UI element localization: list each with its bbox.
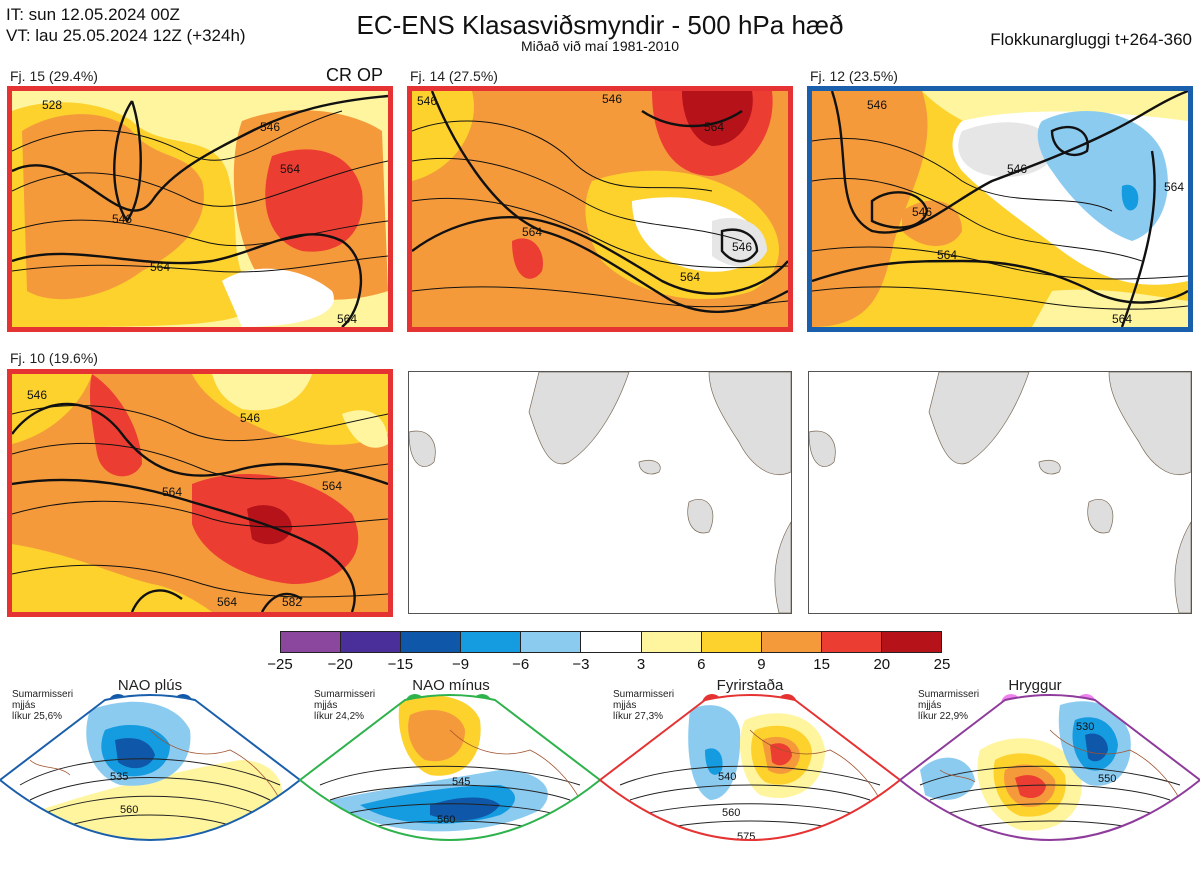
- contour-label: 564: [217, 595, 237, 609]
- contour-label: 546: [417, 94, 437, 108]
- contour-label: 546: [260, 120, 280, 134]
- colorbar-tick-label: −9: [451, 656, 470, 673]
- contour-label: 564: [150, 260, 170, 274]
- contour-label: 546: [602, 92, 622, 106]
- empty-map-2: [808, 371, 1192, 614]
- regime-map-blocking: 540 560 575: [600, 695, 900, 843]
- valid-time: VT: lau 25.05.2024 12Z (+324h): [6, 26, 246, 45]
- page-subtitle: Miðað við maí 1981-2010: [521, 38, 679, 54]
- page-title: EC-ENS Klasasviðsmyndir - 500 hPa hæð: [356, 10, 844, 40]
- cluster-label-4: Fj. 10 (19.6%): [10, 350, 98, 366]
- cluster-label-1: Fj. 15 (29.4%): [10, 68, 98, 84]
- regime-note-nao-minus: Sumarmisseri mjjás líkur 24,2%: [314, 689, 376, 722]
- contour-label: 528: [42, 98, 62, 112]
- contour-label: 546: [912, 205, 932, 219]
- contour-label: 560: [120, 804, 138, 816]
- colorbar-segment: [461, 632, 522, 652]
- colorbar-segment: [581, 632, 642, 652]
- colorbar-segment: [341, 632, 402, 652]
- cluster-map-2: 546 564 564 546 546 564: [407, 86, 793, 332]
- colorbar-tick-label: −15: [387, 656, 414, 673]
- colorbar-segment: [821, 632, 882, 652]
- cluster-label-2: Fj. 14 (27.5%): [410, 68, 498, 84]
- anomaly-colorbar: [280, 631, 942, 653]
- colorbar-segment: [761, 632, 822, 652]
- cluster-map-1: 528 546 564 546 564 564: [7, 86, 393, 332]
- init-time: IT: sun 12.05.2024 00Z: [6, 5, 180, 24]
- colorbar-segment: [881, 632, 942, 652]
- colorbar-tick-label: 20: [873, 656, 891, 673]
- classification-window: Flokkunargluggi t+264-360: [990, 30, 1192, 49]
- contour-label: 560: [437, 814, 455, 826]
- colorbar-tick-label: −20: [327, 656, 353, 673]
- cluster-label-3: Fj. 12 (23.5%): [810, 68, 898, 84]
- colorbar-tick-label: 6: [697, 656, 706, 673]
- contour-label: 564: [522, 225, 542, 239]
- regime-maps: 535 560 545 560 575: [0, 694, 1200, 860]
- contour-label: 564: [704, 120, 724, 134]
- colorbar-tick-label: 25: [933, 656, 951, 673]
- contour-label: 582: [282, 595, 302, 609]
- contour-label: 564: [322, 479, 342, 493]
- regime-map-nao-minus: 545 560 575: [300, 695, 600, 860]
- regime-map-ridge: 530 550 575: [900, 695, 1200, 850]
- contour-label: 575: [737, 831, 755, 843]
- contour-label: 545: [452, 776, 470, 788]
- contour-label: 564: [680, 270, 700, 284]
- contour-label: 546: [27, 388, 47, 402]
- contour-label: 546: [240, 411, 260, 425]
- colorbar-tick-label: 9: [757, 656, 766, 673]
- regime-note-blocking: Sumarmisseri mjjás líkur 27,3%: [613, 689, 675, 722]
- regime-title-ridge: Hryggur: [1008, 677, 1062, 694]
- contour-label: 546: [732, 240, 752, 254]
- contour-label: 530: [1076, 721, 1094, 733]
- contour-label: 535: [110, 771, 128, 783]
- contour-label: 550: [1098, 773, 1116, 785]
- colorbar-segment: [521, 632, 582, 652]
- colorbar-segment: [401, 632, 462, 652]
- regime-title-blocking: Fyrirstaða: [716, 677, 784, 694]
- contour-label: 564: [162, 485, 182, 499]
- cluster-tag: CR OP: [326, 65, 384, 85]
- contour-label: 546: [1007, 162, 1027, 176]
- cluster-map-3: 546 546 564 546 564 564: [807, 86, 1193, 332]
- colorbar-tick-label: 3: [636, 656, 646, 673]
- colorbar-segment: [281, 632, 342, 652]
- contour-label: 540: [718, 771, 736, 783]
- contour-label: 575: [448, 848, 466, 860]
- regime-title-nao-minus: NAO mínus: [412, 677, 490, 694]
- contour-label: 546: [112, 212, 132, 226]
- colorbar-tick-label: −25: [267, 656, 293, 673]
- contour-label: 564: [280, 162, 300, 176]
- run-times: IT: sun 12.05.2024 00Z VT: lau 25.05.202…: [6, 4, 246, 46]
- colorbar-tick-label: 15: [813, 656, 830, 673]
- contour-label: 575: [1092, 838, 1110, 850]
- colorbar-tick-label: −3: [572, 656, 590, 673]
- colorbar-tick-label: −6: [512, 656, 530, 673]
- contour-label: 564: [1164, 180, 1184, 194]
- cluster-map-4: 546 546 564 564 564 582: [7, 369, 393, 617]
- contour-label: 564: [937, 248, 957, 262]
- empty-map-1: [408, 371, 792, 614]
- contour-label: 564: [337, 312, 357, 326]
- contour-label: 560: [722, 807, 740, 819]
- regime-note-nao-plus: Sumarmisseri mjjás líkur 25,6%: [12, 689, 74, 722]
- regime-map-nao-plus: 535 560: [0, 695, 300, 840]
- regime-title-nao-plus: NAO plús: [117, 677, 183, 694]
- colorbar-segment: [641, 632, 702, 652]
- contour-label: 564: [1112, 312, 1132, 326]
- colorbar-segment: [701, 632, 762, 652]
- contour-label: 546: [867, 98, 887, 112]
- regime-note-ridge: Sumarmisseri mjjás líkur 22,9%: [918, 689, 980, 722]
